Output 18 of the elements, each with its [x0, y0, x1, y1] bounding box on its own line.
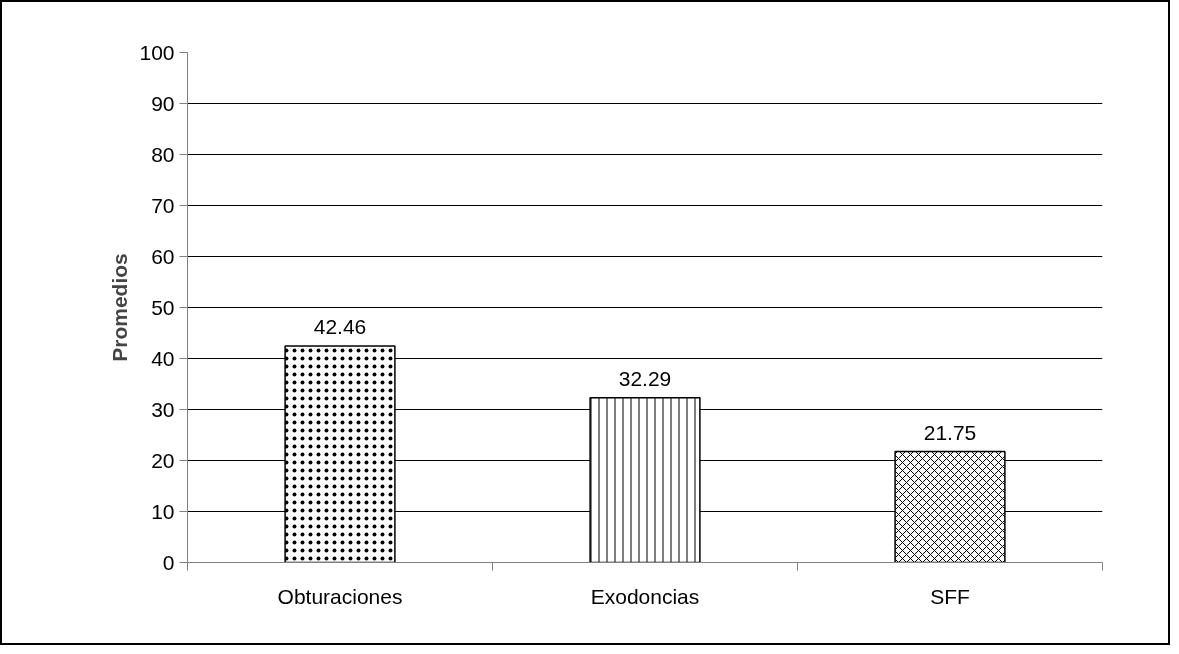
y-tick-label: 20	[151, 448, 175, 472]
y-tick-label: 30	[151, 397, 175, 421]
y-tick-label: 60	[151, 244, 175, 268]
y-tick-label: 10	[151, 499, 175, 523]
x-tick-label: Obturaciones	[277, 584, 403, 608]
y-tick-label: 50	[151, 295, 175, 319]
data-label: 32.29	[618, 366, 672, 390]
y-tick-label: 40	[151, 346, 175, 370]
y-tick-label: 0	[162, 550, 175, 574]
y-tick-label: 70	[151, 193, 175, 217]
x-tick-label: SFF	[930, 584, 970, 608]
x-tick-label: Exodoncias	[590, 584, 700, 608]
y-tick-label: 90	[151, 91, 175, 115]
y-tick-label: 80	[151, 142, 175, 166]
data-label: 21.75	[923, 420, 977, 444]
data-label: 42.46	[313, 314, 367, 338]
y-axis-title: Promedios	[108, 253, 132, 362]
y-tick-label: 100	[139, 40, 175, 64]
